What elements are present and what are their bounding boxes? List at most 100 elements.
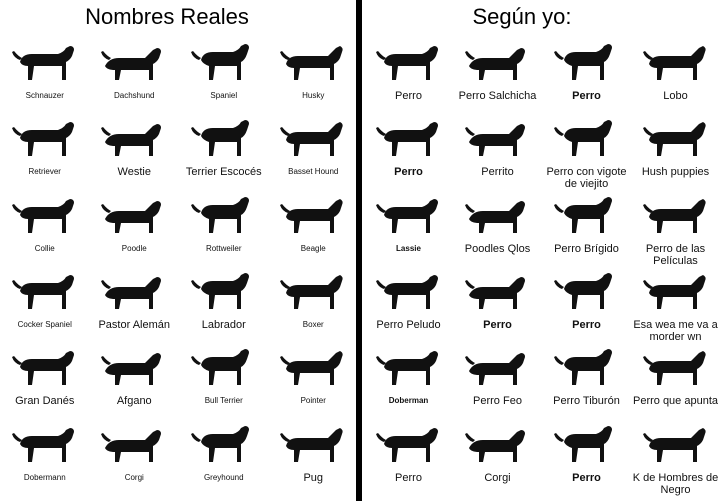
cocker-spaniel-icon (10, 267, 80, 315)
right-dog-cell: Perro (542, 418, 631, 494)
right-dog-cell: Doberman (364, 341, 453, 417)
right-dog-cell: K de Hombres de Negro (631, 418, 720, 496)
labrador-icon (189, 267, 259, 315)
rottweiler-icon (552, 191, 622, 239)
schnauzer-icon (10, 38, 80, 86)
left-dog-label: Afgano (116, 395, 152, 408)
right-dog-cell: Perro (542, 36, 631, 112)
center-divider (356, 0, 362, 501)
left-dog-cell: Pug (269, 418, 359, 494)
left-dog-cell: Dobermann (0, 418, 90, 494)
left-dog-label: Corgi (124, 472, 144, 482)
left-dog-label: Dachshund (114, 91, 155, 100)
left-dog-cell: Poodle (90, 189, 180, 265)
right-dog-label: Doberman (388, 396, 429, 406)
husky-icon (278, 38, 348, 86)
dobermann-icon (374, 420, 444, 468)
left-dog-label: Terrier Escocés (185, 166, 262, 179)
left-dog-cell: Basset Hound (269, 112, 359, 188)
left-dog-cell: Terrier Escocés (179, 112, 269, 188)
right-dog-label: Corgi (484, 471, 511, 484)
scottish-terrier-icon (189, 114, 259, 162)
retriever-icon (374, 114, 444, 162)
left-dog-label: Poodle (121, 243, 147, 253)
right-dog-label: Perro de las Películas (645, 242, 706, 267)
beagle-icon (641, 191, 711, 239)
basset-hound-icon (278, 114, 348, 162)
right-dog-cell: Perro (542, 265, 631, 341)
afghan-hound-icon (99, 343, 169, 391)
corgi-icon (463, 420, 533, 468)
collie-icon (10, 191, 80, 239)
left-dog-label: Rottweiler (205, 243, 242, 253)
left-dog-cell: Greyhound (179, 418, 269, 494)
right-dog-label: Perro (483, 319, 512, 332)
right-dog-cell: Perro (364, 112, 453, 188)
pointer-icon (641, 343, 711, 391)
labrador-icon (552, 267, 622, 315)
right-dog-label: Perro Salchicha (458, 90, 537, 102)
corgi-icon (99, 420, 169, 468)
left-dog-label: Labrador (201, 319, 246, 332)
right-dog-cell: Perro (453, 265, 542, 341)
westie-icon (99, 114, 169, 162)
right-dog-label: Perro (572, 90, 601, 102)
right-dog-cell: Perro (364, 36, 453, 112)
right-dog-label: Perro que apunta (632, 395, 718, 408)
right-dog-label: Lobo (663, 90, 688, 102)
left-dog-label: Westie (117, 166, 151, 179)
left-dog-cell: Cocker Spaniel (0, 265, 90, 341)
right-dog-label: Perrito (481, 166, 514, 179)
right-dog-cell: Lassie (364, 189, 453, 265)
left-dog-label: Collie (34, 243, 55, 253)
left-dog-cell: Dachshund (90, 36, 180, 112)
dobermann-icon (10, 420, 80, 468)
great-dane-icon (10, 343, 80, 391)
husky-icon (641, 38, 711, 86)
right-dog-label: Perro (395, 471, 422, 484)
right-dog-label: Hush puppies (641, 166, 710, 179)
right-dog-cell: Hush puppies (631, 112, 720, 188)
left-dog-cell: Pointer (269, 341, 359, 417)
beagle-icon (278, 191, 348, 239)
retriever-icon (10, 114, 80, 162)
bull-terrier-icon (552, 343, 622, 391)
left-title: Nombres Reales (85, 4, 249, 29)
left-dog-cell: Gran Danés (0, 341, 90, 417)
right-dog-cell: Lobo (631, 36, 720, 112)
right-dog-label: Perro (394, 166, 423, 179)
left-dog-label: Pastor Alemán (98, 319, 171, 332)
left-dog-label: Retriever (28, 167, 61, 177)
left-dog-label: Cocker Spaniel (17, 320, 72, 330)
german-shepherd-icon (99, 267, 169, 315)
left-dog-cell: Labrador (179, 265, 269, 341)
left-dog-label: Beagle (300, 243, 326, 253)
right-dog-cell: Perro con vigote de viejito (542, 112, 631, 191)
right-dog-cell: Esa wea me va a morder wn (631, 265, 720, 344)
left-dog-cell: Boxer (269, 265, 359, 341)
right-dog-label: Esa wea me va a morder wn (633, 319, 718, 344)
left-dog-label: Schnauzer (25, 91, 64, 100)
basset-hound-icon (641, 114, 711, 162)
greyhound-icon (552, 420, 622, 468)
westie-icon (463, 114, 533, 162)
right-grid: Perro Perro Salchicha Perro Lobo Perro Perrit… (364, 36, 720, 496)
right-dog-label: Perro (395, 90, 422, 102)
right-dog-label: Poodles Qlos (464, 242, 531, 255)
spaniel-icon (189, 38, 259, 86)
left-panel: Nombres Reales Schnauzer Dachshund Spaniel… (0, 0, 358, 501)
right-dog-label: Perro Tiburón (553, 395, 620, 408)
bull-terrier-icon (189, 343, 259, 391)
spaniel-icon (552, 38, 622, 86)
afghan-hound-icon (463, 343, 533, 391)
greyhound-icon (189, 420, 259, 468)
right-dog-label: Perro (572, 471, 601, 484)
pointer-icon (278, 343, 348, 391)
left-dog-cell: Westie (90, 112, 180, 188)
left-dog-label: Gran Danés (15, 395, 75, 408)
rottweiler-icon (189, 191, 259, 239)
right-dog-label: Perro con vigote de viejito (546, 166, 627, 191)
scottish-terrier-icon (552, 114, 622, 162)
left-dog-cell: Afgano (90, 341, 180, 417)
left-dog-cell: Husky (269, 36, 359, 112)
